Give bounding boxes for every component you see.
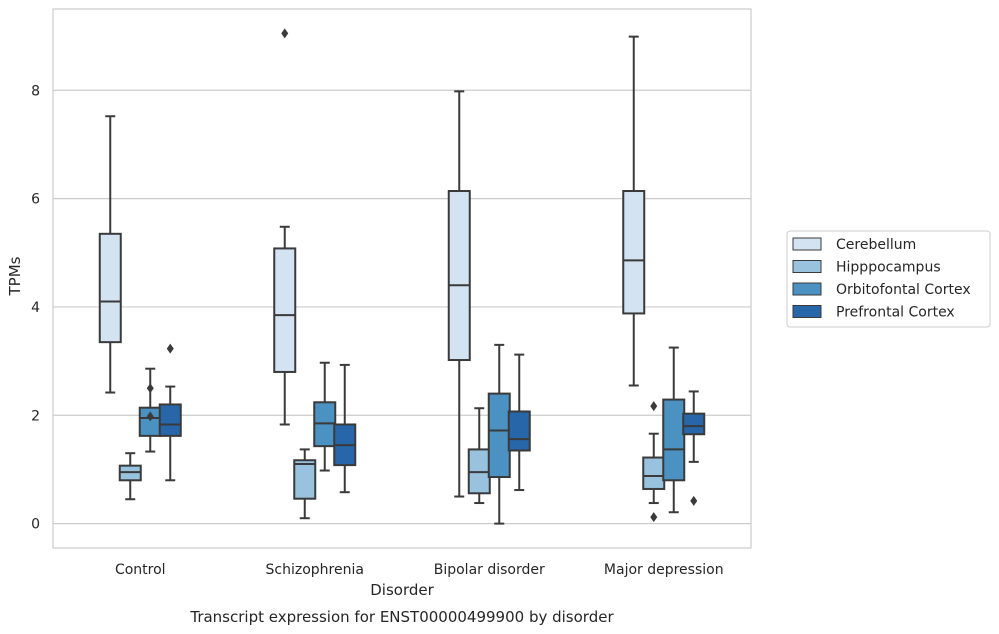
legend-swatch bbox=[792, 260, 822, 273]
x-tick-label: Schizophrenia bbox=[266, 562, 364, 578]
legend-label: Cerebellum bbox=[836, 237, 916, 253]
box-iqr bbox=[447, 190, 471, 362]
legend-label: Orbitofontal Cortex bbox=[836, 282, 971, 298]
x-axis-ticks: Control Schizophrenia Bipolar disorder Majo… bbox=[115, 562, 724, 578]
y-tick-label: 6 bbox=[31, 192, 40, 208]
box-iqr bbox=[642, 456, 666, 490]
box-iqr bbox=[662, 398, 686, 482]
y-tick-label: 0 bbox=[31, 517, 40, 533]
outlier-point bbox=[650, 512, 658, 523]
y-axis-ticks: 0 2 4 6 8 bbox=[31, 83, 40, 532]
plot-frame bbox=[52, 8, 752, 549]
box-iqr bbox=[293, 459, 317, 500]
box-iqr bbox=[158, 403, 182, 437]
box-iqr bbox=[682, 412, 706, 436]
legend-swatch bbox=[792, 305, 822, 318]
x-tick-label: Major depression bbox=[604, 562, 724, 578]
outlier-point bbox=[281, 28, 289, 39]
outlier-point bbox=[146, 411, 154, 422]
y-tick-label: 2 bbox=[31, 408, 40, 424]
box-iqr bbox=[273, 247, 297, 373]
y-tick-label: 8 bbox=[31, 83, 40, 99]
y-axis-label: TPMs bbox=[6, 256, 24, 296]
legend-frame bbox=[786, 230, 991, 328]
outlier-point bbox=[146, 383, 154, 394]
legend: Cerebellum Hipppocampus Orbitofontal Corte… bbox=[786, 230, 991, 328]
outlier-point bbox=[690, 495, 698, 506]
box-iqr bbox=[622, 190, 646, 315]
x-tick-label: Control bbox=[115, 562, 166, 578]
box-iqr bbox=[98, 232, 122, 344]
legend-swatch bbox=[792, 282, 822, 296]
chart-caption: Transcript expression for ENST0000049990… bbox=[189, 608, 614, 626]
x-tick-label: Bipolar disorder bbox=[434, 562, 545, 578]
outlier-point bbox=[650, 401, 658, 412]
plot-boxes bbox=[98, 28, 706, 525]
y-tick-label: 4 bbox=[31, 300, 40, 316]
legend-label: Hipppocampus bbox=[836, 260, 941, 276]
legend-label: Prefrontal Cortex bbox=[836, 305, 955, 321]
box-iqr bbox=[507, 410, 531, 452]
outlier-point bbox=[166, 343, 174, 354]
legend-swatch bbox=[792, 237, 822, 251]
x-axis-label: Disorder bbox=[370, 581, 434, 599]
box-iqr bbox=[487, 392, 511, 479]
